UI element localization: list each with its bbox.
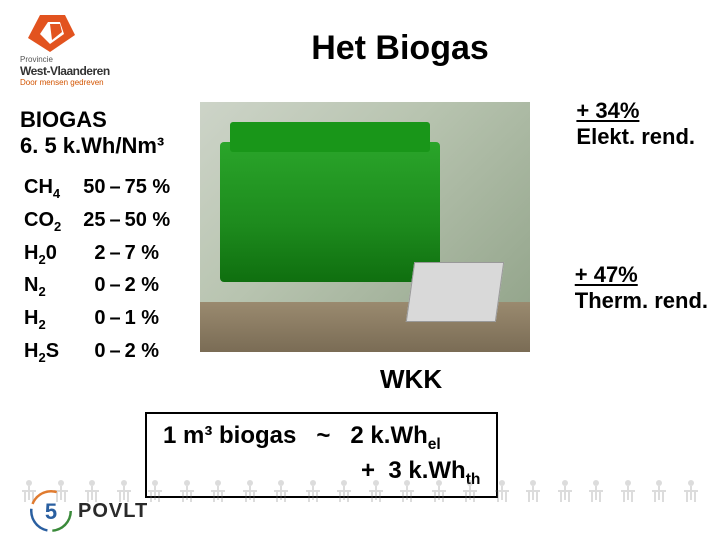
table-row: H20–1 % (20, 303, 174, 336)
high-cell: 1 % (123, 303, 175, 336)
table-row: CH450–75 % (20, 172, 174, 205)
wkk-label: WKK (380, 364, 442, 395)
high-cell: 7 % (123, 238, 175, 271)
person-icon (241, 480, 259, 520)
povlt-logo: 5 POVLT (30, 490, 148, 532)
main-content: BIOGAS 6. 5 k.Wh/Nm³ CH450–75 %CO225–50 … (0, 92, 720, 369)
person-icon (272, 480, 290, 520)
stat-therm: + 47% Therm. rend. (575, 262, 708, 315)
header: Provincie West-Vlaanderen Door mensen ge… (0, 0, 720, 92)
person-icon (556, 480, 574, 520)
footer: 5 POVLT (0, 470, 720, 540)
high-cell: 2 % (123, 336, 175, 369)
povlt-text: POVLT (78, 500, 148, 523)
formula-cell: CH4 (20, 172, 79, 205)
wvl-logo-icon (20, 10, 80, 55)
person-icon (178, 480, 196, 520)
low-cell: 0 (79, 303, 107, 336)
person-icon (524, 480, 542, 520)
engine-photo (200, 102, 530, 352)
person-icon (335, 480, 353, 520)
person-icon (367, 480, 385, 520)
stat-elek-pct: + 34% (576, 98, 639, 123)
person-icon (398, 480, 416, 520)
low-cell: 50 (79, 172, 107, 205)
person-icon (587, 480, 605, 520)
high-cell: 2 % (123, 270, 175, 303)
formula-cell: CO2 (20, 205, 79, 238)
slide-title: Het Biogas (180, 29, 700, 68)
low-cell: 25 (79, 205, 107, 238)
person-icon (619, 480, 637, 520)
dash-cell: – (107, 172, 122, 205)
table-row: H2S0–2 % (20, 336, 174, 369)
high-cell: 75 % (123, 172, 175, 205)
formula-cell: N2 (20, 270, 79, 303)
person-icon (493, 480, 511, 520)
biogas-heading-line1: BIOGAS (20, 107, 107, 132)
dash-cell: – (107, 303, 122, 336)
table-row: CO225–50 % (20, 205, 174, 238)
person-icon (682, 480, 700, 520)
low-cell: 0 (79, 270, 107, 303)
svg-text:5: 5 (45, 499, 57, 524)
dash-cell: – (107, 336, 122, 369)
table-row: H202–7 % (20, 238, 174, 271)
formula-cell: H2S (20, 336, 79, 369)
person-icon (461, 480, 479, 520)
biogas-heading-line2: 6. 5 k.Wh/Nm³ (20, 133, 164, 158)
stat-elek: + 34% Elekt. rend. (576, 98, 695, 151)
person-icon (146, 480, 164, 520)
formula-cell: H20 (20, 238, 79, 271)
formula-cell: H2 (20, 303, 79, 336)
person-icon (304, 480, 322, 520)
stat-elek-label: Elekt. rend. (576, 124, 695, 149)
low-cell: 2 (79, 238, 107, 271)
stat-therm-label: Therm. rend. (575, 288, 708, 313)
equation-line1: 1 m³ biogas ~ 2 k.Whel (163, 420, 480, 455)
dash-cell: – (107, 270, 122, 303)
dash-cell: – (107, 238, 122, 271)
high-cell: 50 % (123, 205, 175, 238)
province-logo: Provincie West-Vlaanderen Door mensen ge… (20, 10, 180, 87)
logo-line2: West-Vlaanderen (20, 64, 110, 78)
povlt-badge-icon: 5 (30, 490, 72, 532)
table-row: N20–2 % (20, 270, 174, 303)
composition-table: CH450–75 %CO225–50 %H202–7 %N20–2 %H20–1… (20, 172, 174, 369)
logo-line1: Provincie (20, 55, 53, 64)
person-icon (430, 480, 448, 520)
stat-therm-pct: + 47% (575, 262, 638, 287)
dash-cell: – (107, 205, 122, 238)
low-cell: 0 (79, 336, 107, 369)
person-icon (209, 480, 227, 520)
person-icon (650, 480, 668, 520)
logo-line3: Door mensen gedreven (20, 78, 104, 87)
